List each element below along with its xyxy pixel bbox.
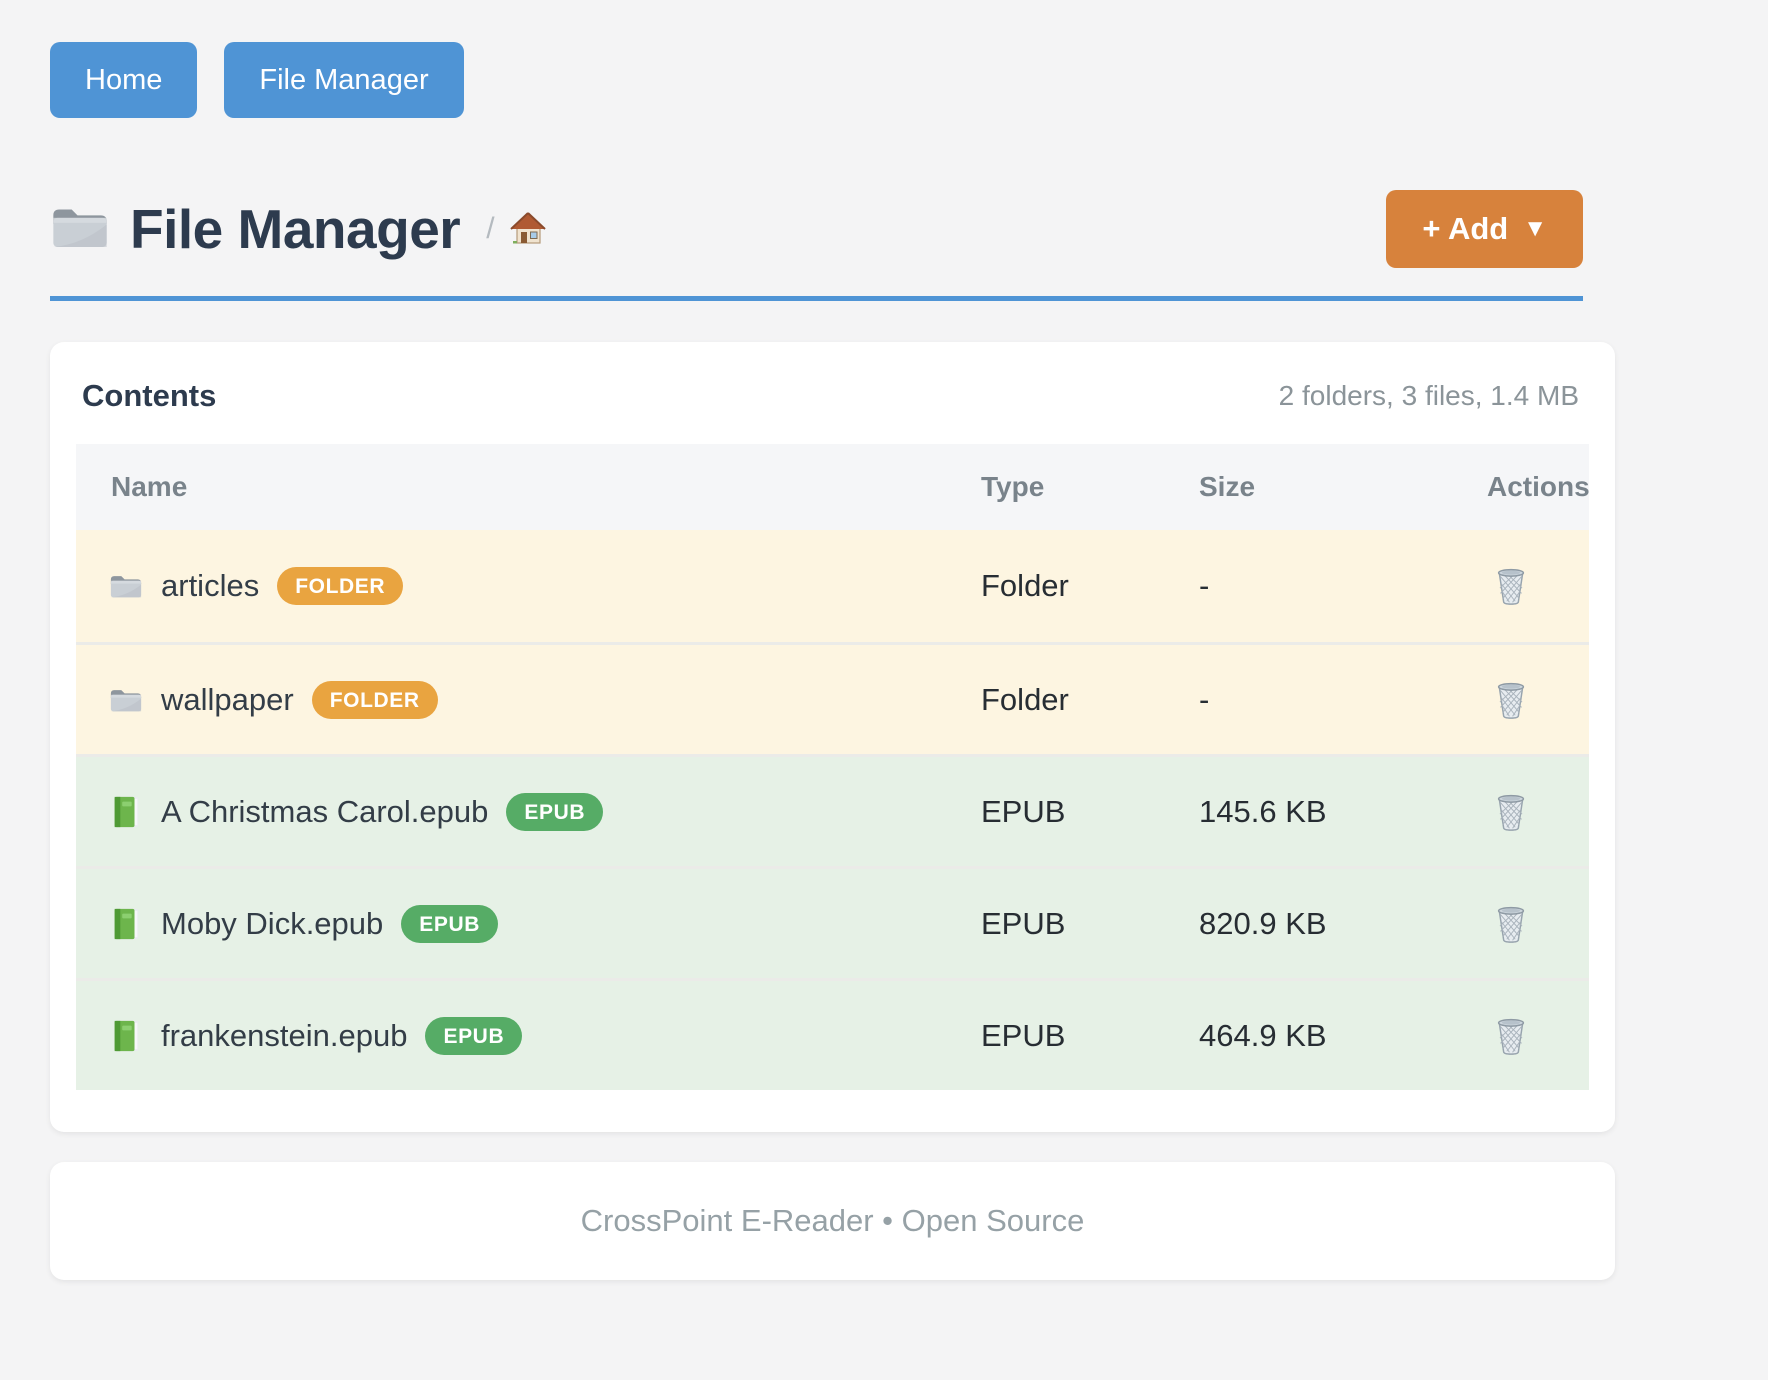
footer: CrossPoint E-Reader • Open Source (50, 1162, 1615, 1280)
breadcrumb: / (486, 211, 546, 247)
table-row: frankenstein.epub EPUB EPUB 464.9 KB (76, 978, 1589, 1090)
file-type-badge: FOLDER (311, 680, 438, 719)
actions-cell (1487, 680, 1589, 720)
contents-card-header: Contents 2 folders, 3 files, 1.4 MB (50, 378, 1615, 414)
file-type-badge: EPUB (401, 904, 499, 943)
actions-cell (1487, 1016, 1589, 1056)
size-cell: - (1199, 681, 1210, 717)
file-icon-wrap (109, 907, 143, 941)
file-name-link[interactable]: Moby Dick.epub (161, 905, 384, 941)
trash-icon (1497, 1018, 1525, 1055)
nav-home-button[interactable]: Home (50, 42, 198, 118)
add-button-label: + Add (1422, 211, 1509, 246)
type-cell: Folder (981, 681, 1069, 717)
breadcrumb-home-link[interactable] (509, 211, 547, 247)
file-icon-wrap (109, 569, 143, 603)
contents-summary: 2 folders, 3 files, 1.4 MB (1278, 380, 1579, 411)
column-header-name: Name (111, 471, 188, 502)
size-cell: 145.6 KB (1199, 793, 1327, 829)
book-icon (114, 908, 139, 939)
column-header-size: Size (1199, 471, 1256, 502)
header-divider (50, 296, 1583, 301)
file-icon-wrap (109, 1019, 143, 1053)
trash-icon (1497, 906, 1525, 943)
table-row: A Christmas Carol.epub EPUB EPUB 145.6 K… (76, 754, 1589, 866)
actions-cell (1487, 792, 1589, 832)
file-type-badge: FOLDER (277, 567, 404, 605)
delete-button[interactable] (1493, 792, 1529, 832)
trash-icon (1497, 568, 1525, 605)
table-row: articles FOLDER Folder - (76, 530, 1589, 642)
table-row: wallpaper FOLDER Folder - (76, 642, 1589, 754)
column-header-actions: Actions (1487, 471, 1590, 502)
contents-heading: Contents (82, 378, 217, 413)
type-cell: Folder (981, 568, 1069, 603)
add-button[interactable]: + Add ▼ (1386, 190, 1583, 268)
breadcrumb-separator: / (486, 212, 495, 245)
top-navigation: Home File Manager (0, 0, 1768, 118)
name-cell: articles FOLDER (76, 567, 981, 605)
column-header-type: Type (981, 471, 1045, 502)
folder-icon (110, 689, 142, 711)
actions-cell (1487, 566, 1589, 606)
file-type-badge: EPUB (506, 792, 604, 831)
nav-file-manager-button[interactable]: File Manager (224, 42, 464, 118)
actions-cell (1487, 904, 1589, 944)
file-icon-wrap (109, 683, 143, 717)
file-name-link[interactable]: wallpaper (161, 681, 294, 717)
footer-text: CrossPoint E-Reader • Open Source (580, 1203, 1085, 1238)
file-name-link[interactable]: frankenstein.epub (161, 1017, 408, 1053)
type-cell: EPUB (981, 793, 1066, 829)
type-cell: EPUB (981, 905, 1066, 941)
folder-icon (110, 576, 142, 598)
size-cell: 464.9 KB (1199, 1017, 1327, 1053)
name-cell: wallpaper FOLDER (76, 680, 981, 719)
file-type-badge: EPUB (425, 1016, 523, 1055)
name-cell: A Christmas Carol.epub EPUB (76, 792, 981, 831)
file-table: Name Type Size Actions articles FOLDER F… (76, 444, 1590, 1090)
name-cell: frankenstein.epub EPUB (76, 1016, 981, 1055)
book-icon (114, 1020, 139, 1051)
file-name-link[interactable]: A Christmas Carol.epub (161, 793, 489, 829)
contents-card: Contents 2 folders, 3 files, 1.4 MB Name… (50, 342, 1615, 1132)
file-icon-wrap (109, 795, 143, 829)
title-folder-icon-wrap (50, 202, 110, 257)
title-group: File Manager (50, 197, 461, 261)
home-icon (509, 212, 546, 244)
table-row: Moby Dick.epub EPUB EPUB 820.9 KB (76, 866, 1589, 978)
folder-icon (53, 209, 107, 247)
delete-button[interactable] (1493, 1016, 1529, 1056)
type-cell: EPUB (981, 1017, 1066, 1053)
table-header-row: Name Type Size Actions (76, 444, 1590, 530)
name-cell: Moby Dick.epub EPUB (76, 904, 981, 943)
page-header: File Manager / + Add ▼ (50, 190, 1583, 268)
table-body: articles FOLDER Folder - wallpaper FOLDE… (76, 530, 1589, 1090)
book-icon (114, 796, 139, 827)
trash-icon (1497, 682, 1525, 719)
trash-icon (1497, 794, 1525, 831)
delete-button[interactable] (1493, 680, 1529, 720)
chevron-down-icon: ▼ (1523, 215, 1547, 242)
delete-button[interactable] (1493, 566, 1529, 606)
file-name-link[interactable]: articles (161, 568, 260, 603)
size-cell: - (1199, 568, 1210, 603)
page-title: File Manager (130, 198, 461, 260)
delete-button[interactable] (1493, 904, 1529, 944)
size-cell: 820.9 KB (1199, 905, 1327, 941)
